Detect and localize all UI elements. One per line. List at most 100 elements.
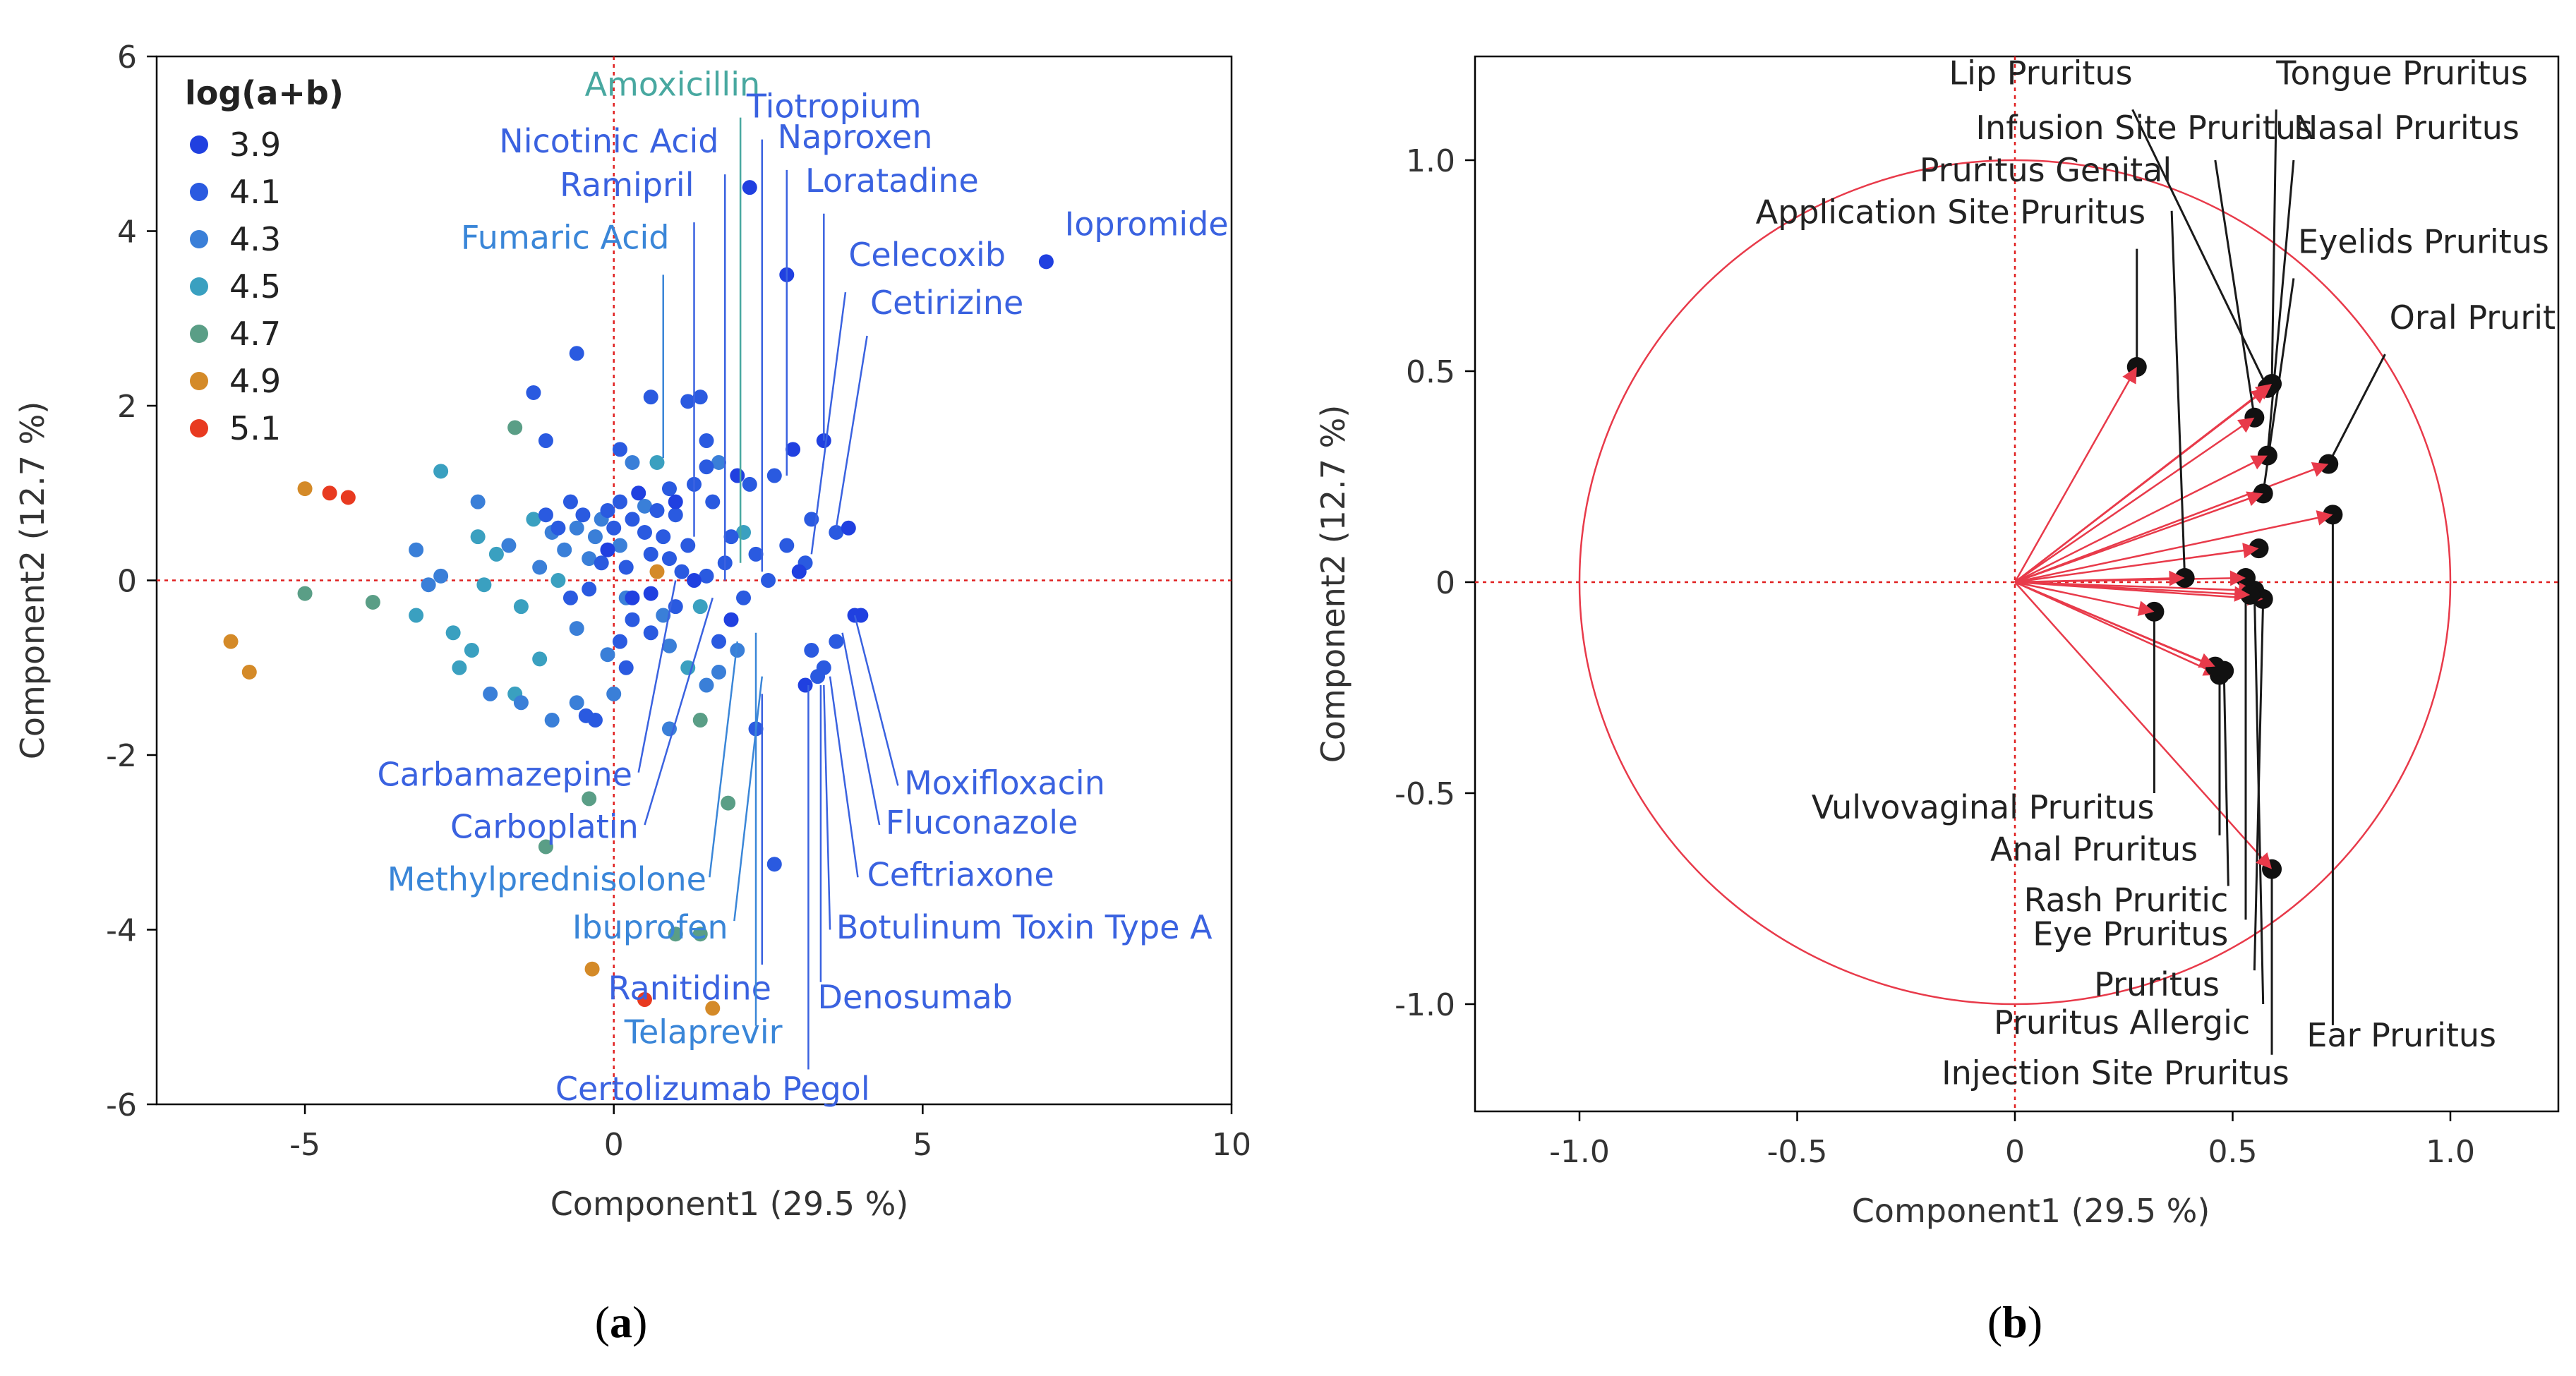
data-point xyxy=(584,961,600,977)
loading-label: Injection Site Pruritus xyxy=(1942,1054,2289,1092)
loading-arrow xyxy=(2014,547,2259,584)
data-point xyxy=(748,546,764,562)
legend-entry-label-a: 5.1 xyxy=(229,409,281,447)
data-point xyxy=(637,498,652,514)
annotation-label-a: Fumaric Acid xyxy=(461,218,670,256)
panel-a: -5 0 5 10 6 4 2 0 -2 -4 -6 Component1 (29.5 %) Compo… xyxy=(13,40,1251,1223)
data-point xyxy=(600,503,615,518)
data-point xyxy=(711,664,727,680)
legend-entry-label-a: 4.9 xyxy=(229,362,281,400)
legend-entry-label-a: 3.9 xyxy=(229,126,281,164)
data-point xyxy=(692,927,708,942)
y-tick-label-a: -4 xyxy=(106,913,137,949)
annotation-leader-a xyxy=(810,291,847,555)
y-tick-label-b: 0 xyxy=(1436,565,1455,601)
y-tick-label-b: 1.0 xyxy=(1406,143,1455,179)
x-tick-label-b: 0.5 xyxy=(2208,1134,2258,1170)
unit-circle-b xyxy=(1578,159,2452,1006)
annotation-leader-a xyxy=(709,641,739,878)
loading-arrowhead xyxy=(2250,455,2268,470)
caption-b-letter: b xyxy=(2002,1297,2028,1347)
legend-swatch-a xyxy=(190,277,208,296)
data-point xyxy=(668,494,683,509)
data-point xyxy=(241,664,257,680)
x-tick-label-a: 0 xyxy=(604,1127,624,1163)
loading-arrowhead xyxy=(2237,417,2255,433)
data-point xyxy=(661,551,677,567)
data-point xyxy=(829,634,844,649)
data-point xyxy=(711,634,727,649)
loading-arrow xyxy=(2014,382,2273,583)
data-point xyxy=(816,660,831,675)
annotation-label-a: Ibuprofen xyxy=(572,908,728,946)
annotation-leader-a xyxy=(644,597,714,826)
loading-leader xyxy=(2327,354,2386,465)
loading-arrowhead xyxy=(2137,601,2155,617)
data-point xyxy=(297,481,313,497)
data-point xyxy=(643,546,658,562)
data-point xyxy=(433,568,449,584)
data-point xyxy=(575,507,591,523)
data-point xyxy=(612,442,627,457)
data-point xyxy=(600,647,615,663)
data-point xyxy=(656,529,671,545)
data-point xyxy=(538,433,553,448)
loading-label: Ear Pruritus xyxy=(2306,1016,2496,1054)
loading-arrow xyxy=(2014,366,2138,583)
data-point xyxy=(526,385,541,400)
data-point xyxy=(464,643,479,658)
loading-leader xyxy=(2266,159,2295,456)
loading-arrowhead xyxy=(2122,367,2137,385)
legend-a: log(a+b) 3.9 4.1 4.3 4.5 4.7 4.9 5.1 xyxy=(185,74,344,447)
annotation-leader-a xyxy=(841,632,881,826)
data-point xyxy=(786,442,801,457)
data-point xyxy=(625,512,640,527)
annotation-label-a: Cetirizine xyxy=(870,284,1023,322)
annotation-label-a: Iopromide xyxy=(1065,205,1229,243)
data-point xyxy=(513,695,529,711)
data-point xyxy=(569,621,584,636)
data-point xyxy=(680,394,696,409)
data-point xyxy=(649,503,665,518)
loading-arrow xyxy=(2014,581,2251,596)
x-tick-label-a: 5 xyxy=(913,1127,932,1163)
data-point xyxy=(668,507,683,523)
data-point xyxy=(606,520,622,536)
annotation-leader-a xyxy=(835,335,868,529)
data-point xyxy=(705,1001,721,1016)
data-point xyxy=(578,708,594,723)
legend-title-a: log(a+b) xyxy=(185,74,344,112)
annotation-label-a: Celecoxib xyxy=(848,236,1006,274)
annotation-label-a: Naproxen xyxy=(778,118,933,156)
loading-label: Application Site Pruritus xyxy=(1756,193,2145,231)
annotation-label-a: Nicotinic Acid xyxy=(499,122,718,160)
annotation-leader-a xyxy=(853,615,899,786)
x-axis-label-b: Component1 (29.5 %) xyxy=(1852,1192,2210,1230)
annotation-label-a: Tiotropium xyxy=(746,87,922,126)
data-point xyxy=(488,546,504,562)
data-point xyxy=(687,573,702,588)
data-point xyxy=(507,420,523,435)
data-point xyxy=(656,608,671,623)
annotation-label-a: Denosumab xyxy=(818,978,1013,1016)
annotation-label-a: Loratadine xyxy=(805,162,979,200)
data-point xyxy=(612,538,627,553)
data-point xyxy=(779,538,795,553)
data-point xyxy=(699,459,714,475)
data-point xyxy=(322,485,337,501)
data-point xyxy=(692,599,708,615)
data-point xyxy=(470,529,486,545)
data-point xyxy=(452,660,467,675)
loading-label: Oral Pruritus xyxy=(2390,298,2576,337)
loading-arrowhead xyxy=(2256,852,2273,869)
data-point xyxy=(742,476,757,492)
data-point xyxy=(625,590,640,605)
legend-entry-label-a: 4.1 xyxy=(229,173,281,211)
data-point xyxy=(643,390,658,405)
data-point xyxy=(721,795,736,811)
x-tick-label-a: -5 xyxy=(289,1127,320,1163)
annotation-label-a: Certolizumab Pegol xyxy=(555,1070,870,1108)
data-point xyxy=(582,581,597,597)
data-point xyxy=(618,660,634,675)
